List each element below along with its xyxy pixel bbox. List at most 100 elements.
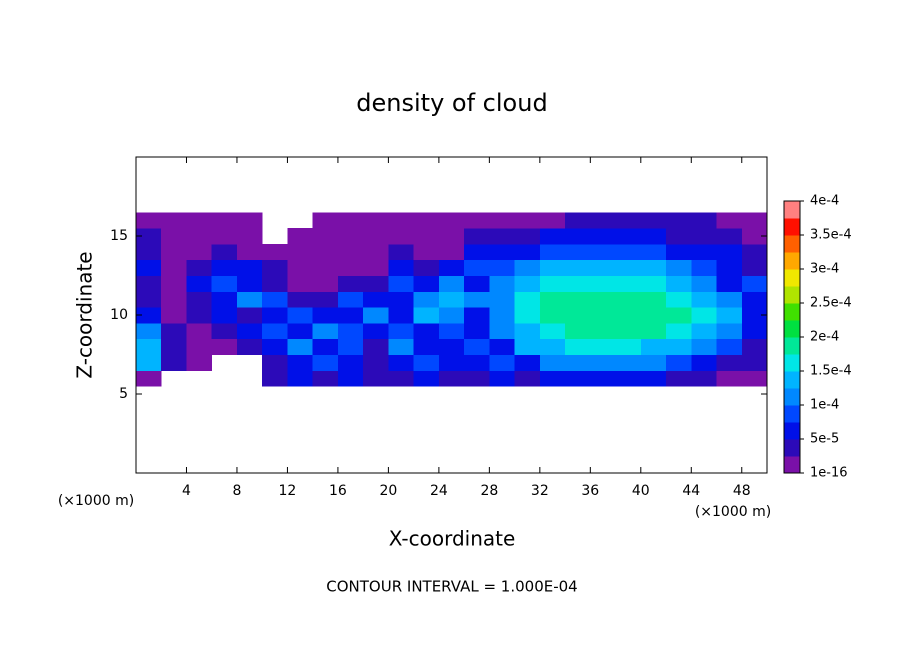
contour-cell <box>438 228 465 245</box>
footer: CONTOUR INTERVAL = 1.000E-04 <box>326 578 577 596</box>
contour-field <box>136 212 768 387</box>
x-tick-label: 36 <box>581 483 599 499</box>
contour-cell <box>464 338 490 355</box>
colorbar-label: 1.5e-4 <box>810 364 852 379</box>
contour-cell <box>161 322 187 340</box>
contour-cell <box>236 338 263 355</box>
contour-cell <box>741 243 768 261</box>
contour-cell <box>438 212 465 229</box>
contour-cell <box>312 275 339 292</box>
contour-cell <box>691 228 718 245</box>
contour-cell <box>312 338 339 355</box>
contour-cell <box>413 275 440 292</box>
contour-cell <box>691 338 718 355</box>
contour-cell <box>438 259 465 276</box>
contour-cell <box>666 228 692 245</box>
contour-cell <box>186 307 213 324</box>
contour-cell <box>590 275 617 292</box>
contour-cell <box>464 322 490 340</box>
axes: 4 8 12 16 20 24 28 32 36 40 44 48510151e-165e-51e-4… <box>110 156 852 499</box>
contour-cell <box>741 275 768 292</box>
contour-cell <box>262 307 288 324</box>
contour-cell <box>363 259 389 276</box>
contour-cell <box>363 322 389 340</box>
contour-cell <box>539 338 566 355</box>
contour-cell <box>236 291 263 308</box>
contour-cell <box>312 307 339 324</box>
contour-cell <box>236 307 263 324</box>
contour-cell <box>590 338 617 355</box>
contour-cell <box>640 275 667 292</box>
contour-cell <box>161 275 187 292</box>
contour-cell <box>236 259 263 276</box>
contour-cell <box>413 212 440 229</box>
contour-cell <box>438 354 465 371</box>
contour-cell <box>590 243 617 261</box>
contour-cell <box>489 212 516 229</box>
contour-cell <box>514 338 541 355</box>
contour-cell <box>514 354 541 371</box>
contour-cell <box>464 259 490 276</box>
contour-cell <box>489 307 516 324</box>
contour-cell <box>666 259 692 276</box>
contour-cell <box>514 212 541 229</box>
contour-cell <box>363 291 389 308</box>
contour-cell <box>539 243 566 261</box>
colorbar-band <box>784 269 800 287</box>
contour-cell <box>211 291 238 308</box>
contour-cell <box>640 370 667 387</box>
contour-cell <box>363 212 389 229</box>
contour-cell <box>262 322 288 340</box>
x-tick-label: 48 <box>733 483 751 499</box>
contour-cell <box>464 307 490 324</box>
contour-cell <box>615 291 642 308</box>
contour-cell <box>136 259 162 276</box>
contour-cell <box>312 228 339 245</box>
contour-cell <box>615 338 642 355</box>
contour-cell <box>211 322 238 340</box>
contour-cell <box>262 291 288 308</box>
contour-cell <box>337 322 364 340</box>
contour-cell <box>236 243 263 261</box>
contour-cell <box>640 243 667 261</box>
contour-cell <box>161 307 187 324</box>
colorbar-band <box>784 252 800 270</box>
contour-cell <box>211 307 238 324</box>
contour-cell <box>337 307 364 324</box>
x-unit: (×1000 m) <box>695 504 771 520</box>
contour-cell <box>514 307 541 324</box>
contour-cell <box>388 322 415 340</box>
contour-cell <box>136 228 162 245</box>
contour-cell <box>640 307 667 324</box>
contour-cell <box>565 212 591 229</box>
contour-cell <box>666 354 692 371</box>
contour-cell <box>716 259 743 276</box>
contour-cell <box>464 212 490 229</box>
contour-cell <box>211 243 238 261</box>
contour-cell <box>691 212 718 229</box>
x-axis-label: X-coordinate <box>389 527 516 551</box>
contour-cell <box>363 275 389 292</box>
contour-cell <box>388 370 415 387</box>
contour-cell <box>413 243 440 261</box>
contour-cell <box>565 354 591 371</box>
contour-cell <box>716 307 743 324</box>
contour-cell <box>312 259 339 276</box>
colorbar-band <box>784 456 800 474</box>
contour-cell <box>438 291 465 308</box>
contour-cell <box>413 307 440 324</box>
contour-cell <box>514 291 541 308</box>
contour-cell <box>565 322 591 340</box>
colorbar-band <box>784 235 800 253</box>
contour-cell <box>363 354 389 371</box>
contour-cell <box>186 322 213 340</box>
contour-cell <box>287 307 314 324</box>
colorbar-label: 4e-4 <box>810 194 839 209</box>
contour-cell <box>741 338 768 355</box>
contour-cell <box>136 322 162 340</box>
contour-cell <box>388 259 415 276</box>
contour-cell <box>615 275 642 292</box>
colorbar-label: 5e-5 <box>810 432 839 447</box>
contour-cell <box>565 370 591 387</box>
contour-cell <box>615 243 642 261</box>
